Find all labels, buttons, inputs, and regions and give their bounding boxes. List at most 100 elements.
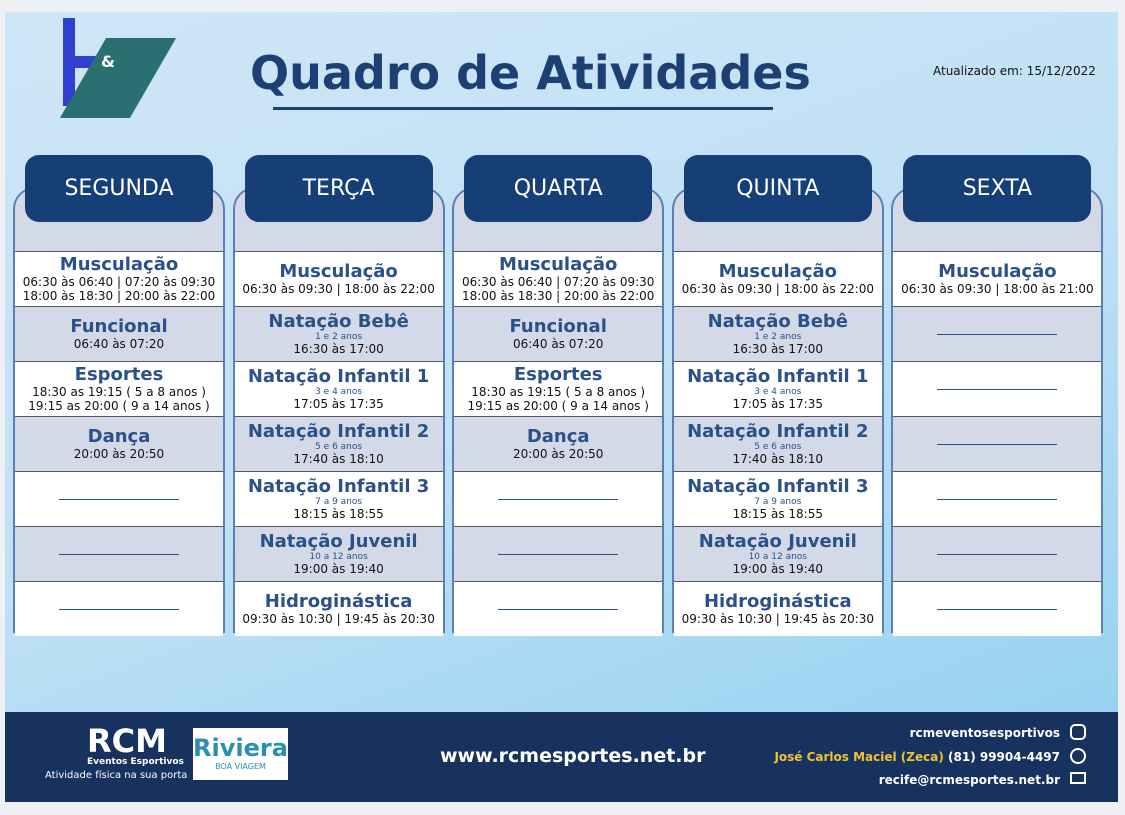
schedule-row — [893, 306, 1102, 361]
empty-slot — [937, 388, 1058, 390]
time-slot: 20:00 às 20:50 — [73, 447, 165, 461]
activity: Musculação — [718, 261, 838, 282]
empty-slot — [59, 498, 179, 500]
activity: Funcional — [70, 316, 168, 337]
activity: Natação Infantil 2 — [687, 421, 869, 442]
activity: Natação Bebê — [707, 311, 849, 332]
schedule-row: Esportes 18:30 as 19:15 ( 5 a 8 anos ) 19:… — [15, 361, 223, 416]
schedule-row — [893, 526, 1102, 581]
time-slot: 18:15 às 18:55 — [732, 507, 823, 521]
schedule-row: Funcional 06:40 às 07:20 — [454, 306, 663, 361]
time-slot: 18:15 às 18:55 — [293, 507, 384, 521]
age-note: 5 e 6 anos — [754, 442, 802, 452]
age-note: 10 a 12 anos — [748, 552, 807, 562]
activity: Esportes — [74, 364, 164, 385]
icons — [1070, 724, 1088, 784]
day-column: Musculação 06:30 às 06:40 | 07:20 às 09:3… — [452, 187, 665, 636]
age-note: 1 e 2 anos — [754, 332, 802, 342]
schedule-row: Hidroginástica 09:30 às 10:30 | 19:45 às … — [234, 581, 443, 636]
age-note: 7 a 9 anos — [754, 497, 802, 507]
day-header: QUARTA — [464, 155, 653, 222]
activity: Natação Infantil 3 — [687, 476, 869, 497]
time-slot: 18:30 as 19:15 ( 5 a 8 anos ) — [471, 385, 646, 399]
schedule-row: Dança 20:00 às 20:50 — [15, 416, 223, 471]
empty-slot — [498, 498, 619, 500]
time-slot: 06:30 às 09:30 | 18:00 às 22:00 — [242, 282, 435, 296]
activity: Dança — [526, 426, 590, 447]
instagram[interactable]: rcmeventosesportivos — [909, 726, 1060, 740]
brand: RCM — [87, 722, 167, 760]
day-header: TERÇA — [244, 155, 433, 222]
day-header: SEGUNDA — [25, 155, 213, 222]
activity: Musculação — [59, 254, 179, 275]
partner-sub: BOA VIAGEM — [215, 762, 266, 771]
schedule-row: Musculação 06:30 às 09:30 | 18:00 às 21:0… — [893, 251, 1102, 306]
slogan: Atividade física na sua porta — [45, 770, 188, 781]
empty-slot — [937, 333, 1058, 335]
schedule-row: Musculação 06:30 às 06:40 | 07:20 às 09:3… — [15, 251, 223, 306]
time-slot: 19:15 as 20:00 ( 9 a 14 anos ) — [467, 399, 649, 413]
time-slot: 17:40 às 18:10 — [293, 452, 384, 466]
schedule-row: Natação Bebê 1 e 2 anos 16:30 às 17:00 — [234, 306, 443, 361]
time-slot: 19:00 às 19:40 — [293, 562, 384, 576]
schedule-row — [893, 471, 1102, 526]
logo-mark: & — [101, 52, 115, 71]
empty-slot — [59, 553, 179, 555]
schedule-row: Musculação 06:30 às 06:40 | 07:20 às 09:3… — [454, 251, 663, 306]
schedule-row — [454, 526, 663, 581]
website[interactable]: www.rcmesportes.net.br — [440, 745, 706, 767]
schedule-row — [15, 471, 223, 526]
time-slot: 06:30 às 06:40 | 07:20 às 09:30 — [22, 275, 216, 289]
empty-slot — [937, 553, 1058, 555]
empty-slot — [498, 553, 619, 555]
logo: & — [59, 18, 177, 118]
schedule-row: Natação Juvenil 10 a 12 anos 19:00 às 19:4… — [673, 526, 882, 581]
age-note: 3 e 4 anos — [754, 387, 802, 397]
email[interactable]: recife@rcmesportes.net.br — [878, 773, 1060, 787]
phone[interactable]: (81) 99904-4497 — [948, 750, 1060, 764]
schedule-row: Dança 20:00 às 20:50 — [454, 416, 663, 471]
age-note: 10 a 12 anos — [309, 552, 368, 562]
schedule-row — [15, 526, 223, 581]
activity: Musculação — [938, 261, 1057, 282]
activity: Natação Juvenil — [259, 531, 418, 552]
schedule-row: Natação Bebê 1 e 2 anos 16:30 às 17:00 — [673, 306, 882, 361]
time-slot: 17:05 às 17:35 — [732, 397, 823, 411]
activity: Natação Juvenil — [698, 531, 857, 552]
time-slot: 06:30 às 09:30 | 18:00 às 22:00 — [681, 282, 875, 296]
activity: Musculação — [498, 254, 618, 275]
day-column: Musculação 06:30 às 09:30 | 18:00 às 21:0… — [891, 187, 1104, 636]
schedule-row: Musculação 06:30 às 09:30 | 18:00 às 22:0… — [673, 251, 882, 306]
activity: Hidroginástica — [703, 591, 852, 612]
updated-date: Atualizado em: 15/12/2022 — [933, 64, 1096, 78]
activity: Hidroginástica — [264, 591, 413, 612]
schedule-row — [893, 581, 1102, 636]
activity: Dança — [87, 426, 151, 447]
contact-name: José Carlos Maciel (Zeca) — [774, 750, 944, 764]
empty-slot — [498, 608, 619, 610]
day-column: Musculação 06:30 às 06:40 | 07:20 às 09:3… — [13, 187, 225, 636]
time-slot: 18:00 às 18:30 | 20:00 às 22:00 — [22, 289, 216, 303]
schedule-row: Musculação 06:30 às 09:30 | 18:00 às 22:0… — [234, 251, 443, 306]
schedule-row — [454, 581, 663, 636]
schedule-row — [454, 471, 663, 526]
schedule-row: Esportes 18:30 as 19:15 ( 5 a 8 anos ) 19:… — [454, 361, 663, 416]
time-slot: 16:30 às 17:00 — [293, 342, 384, 356]
time-slot: 17:05 às 17:35 — [293, 397, 384, 411]
time-slot: 16:30 às 17:00 — [732, 342, 823, 356]
time-slot: 19:00 às 19:40 — [732, 562, 823, 576]
time-slot: 17:40 às 18:10 — [732, 452, 823, 466]
age-note: 5 e 6 anos — [315, 442, 363, 452]
time-slot: 09:30 às 10:30 | 19:45 às 20:30 — [681, 612, 875, 626]
activity: Natação Infantil 1 — [687, 366, 869, 387]
age-note: 7 a 9 anos — [315, 497, 363, 507]
empty-slot — [937, 608, 1058, 610]
time-slot: 06:40 às 07:20 — [73, 337, 165, 351]
empty-slot — [937, 498, 1058, 500]
activity: Funcional — [509, 316, 607, 337]
